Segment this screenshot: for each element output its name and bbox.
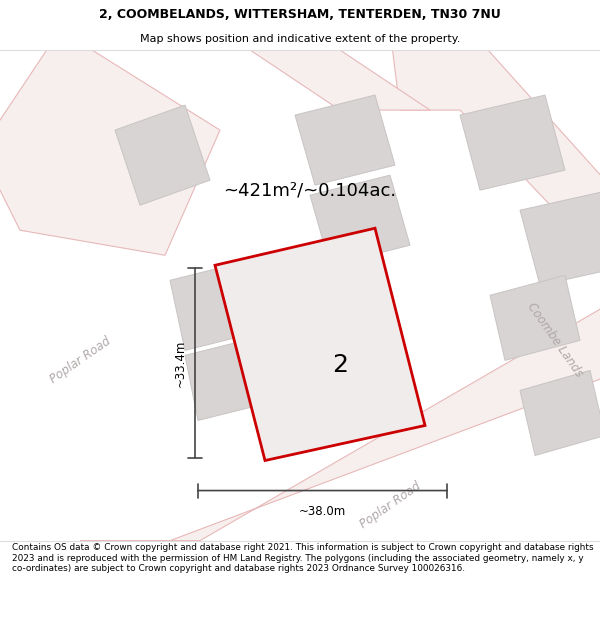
Text: Poplar Road: Poplar Road: [47, 334, 113, 386]
Text: Contains OS data © Crown copyright and database right 2021. This information is : Contains OS data © Crown copyright and d…: [12, 543, 593, 573]
Text: ~421m²/~0.104ac.: ~421m²/~0.104ac.: [223, 181, 397, 199]
Polygon shape: [215, 228, 425, 461]
Polygon shape: [520, 371, 600, 456]
Polygon shape: [460, 95, 565, 190]
Polygon shape: [490, 275, 580, 361]
Polygon shape: [310, 175, 410, 265]
Polygon shape: [185, 336, 278, 421]
Text: 2: 2: [332, 353, 348, 377]
Polygon shape: [220, 30, 430, 110]
Polygon shape: [390, 30, 600, 311]
Polygon shape: [170, 260, 265, 351]
Text: ~33.4m: ~33.4m: [174, 339, 187, 387]
Polygon shape: [0, 30, 220, 255]
Text: Poplar Road: Poplar Road: [357, 480, 423, 531]
Polygon shape: [295, 95, 395, 185]
Text: ~38.0m: ~38.0m: [299, 504, 346, 518]
Text: Map shows position and indicative extent of the property.: Map shows position and indicative extent…: [140, 34, 460, 44]
Text: Coombe Lands: Coombe Lands: [524, 301, 586, 380]
Text: 2, COOMBELANDS, WITTERSHAM, TENTERDEN, TN30 7NU: 2, COOMBELANDS, WITTERSHAM, TENTERDEN, T…: [99, 8, 501, 21]
Polygon shape: [80, 280, 600, 541]
Polygon shape: [115, 105, 210, 205]
Polygon shape: [520, 190, 600, 285]
